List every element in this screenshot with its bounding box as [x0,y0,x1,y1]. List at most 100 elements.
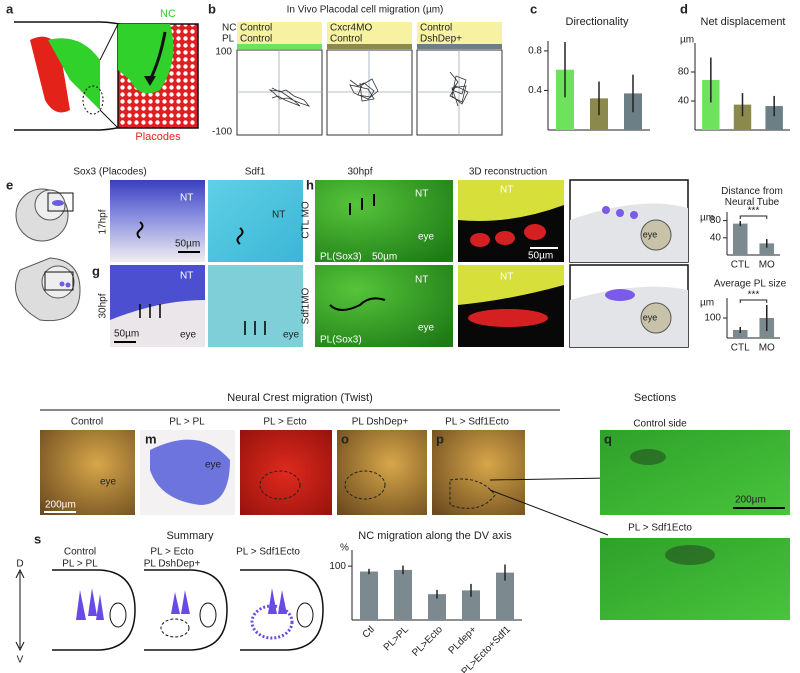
arrow-head [144,76,156,86]
track-plots [236,49,503,136]
eye-label: eye [418,232,435,243]
bar [759,243,775,255]
y-tick-label: 0.4 [528,85,542,96]
eye-label: eye [180,330,197,341]
eye-label: eye [418,323,435,334]
marks [329,194,386,311]
twist-images [40,430,525,515]
stain [150,439,230,505]
placode [495,231,515,245]
bracket-mark [236,227,244,245]
neural-tube [458,265,564,305]
nt-label: NT [180,271,193,282]
y-tick-label: 40 [678,96,690,107]
bar [428,594,446,620]
micrograph [315,180,453,262]
chart-title: Directionality [566,16,629,28]
graft-outline [449,478,496,509]
summary-title: Summary [166,530,214,542]
column-label: 30hpf [347,167,372,178]
micrograph [208,180,303,262]
nt-label: NT [415,189,428,200]
column-label: PL DshDep+ [352,417,409,428]
row-label: PL [222,34,235,45]
tracks [449,71,469,107]
row-label: CTL MO [301,201,312,239]
eye-label: eye [205,460,222,471]
bracket-mark [136,221,144,239]
x-tick-label: MO [759,343,775,354]
placode [630,211,638,219]
zoom-line [99,109,119,129]
condition-bar [237,44,322,49]
panel-label: g [92,263,100,278]
eye [109,602,127,628]
track-plot [326,49,413,136]
panel-label: p [436,431,444,446]
panel-label: b [208,1,216,16]
placode [524,224,546,240]
track-plot [236,49,323,136]
column-label: 3D reconstruction [469,167,547,178]
summary-schematics [15,568,324,652]
x-tick-label: MO [759,260,775,271]
placode [616,209,624,217]
scale-label: 200µm [735,495,766,506]
row-label: NC [222,23,236,34]
bar [394,569,412,620]
section-row-label: Control side [633,419,687,430]
panel-label: a [6,1,14,16]
panel-label: s [34,531,41,546]
row-label: 30hpf [98,293,109,318]
placode [65,282,71,288]
panel-label: d [680,1,688,16]
eye [199,602,217,628]
bar [360,571,378,620]
condition-bar [327,44,412,49]
y-tick-label: 80 [710,215,722,226]
condition-bar [417,44,502,49]
placode [59,281,65,287]
placode [470,233,490,247]
roi-box [47,192,74,212]
y-tick-label: 80 [678,67,690,78]
group-label: PL > Sdf1Ecto [236,547,300,558]
axis-label: -100 [212,127,232,138]
cluster [630,449,666,465]
micrograph [315,265,453,347]
scale-label: 50µm [528,251,553,262]
crest-streams [171,590,190,614]
condition-boxes [237,22,502,49]
micrograph [337,430,427,515]
significance-label: *** [748,290,760,301]
nt-label: NT [415,275,428,286]
y-axis-label: µm [700,298,714,309]
scale-label: 50µm [175,239,200,250]
scale-label: 50µm [372,252,397,263]
panel-label: e [6,177,13,192]
placodes-label: Placodes [135,131,181,143]
stain [110,265,205,320]
marker-label: PL(Sox3) [320,335,362,346]
micrograph [240,430,332,515]
marker-label: PL(Sox3) [320,252,362,263]
axis-letter: D [16,559,23,570]
x-tick-label: PLdep+ [447,624,479,656]
zoom-line [99,23,119,61]
graft-outline [259,470,301,500]
placode [52,200,64,206]
nt-label: NT [272,210,285,221]
column-label: PL > Ecto [263,417,307,428]
column-label: PL > PL [169,417,205,428]
eye-label: eye [283,330,300,341]
bar [765,106,783,130]
micrograph [110,180,205,262]
eye-label: eye [100,477,117,488]
row-label: Sdf1MO [301,287,312,324]
tracks [268,87,311,107]
y-tick-label: 0.8 [528,46,542,57]
panel-label: h [306,177,314,192]
y-tick-label: 100 [704,313,721,324]
significance-bracket [739,299,768,303]
